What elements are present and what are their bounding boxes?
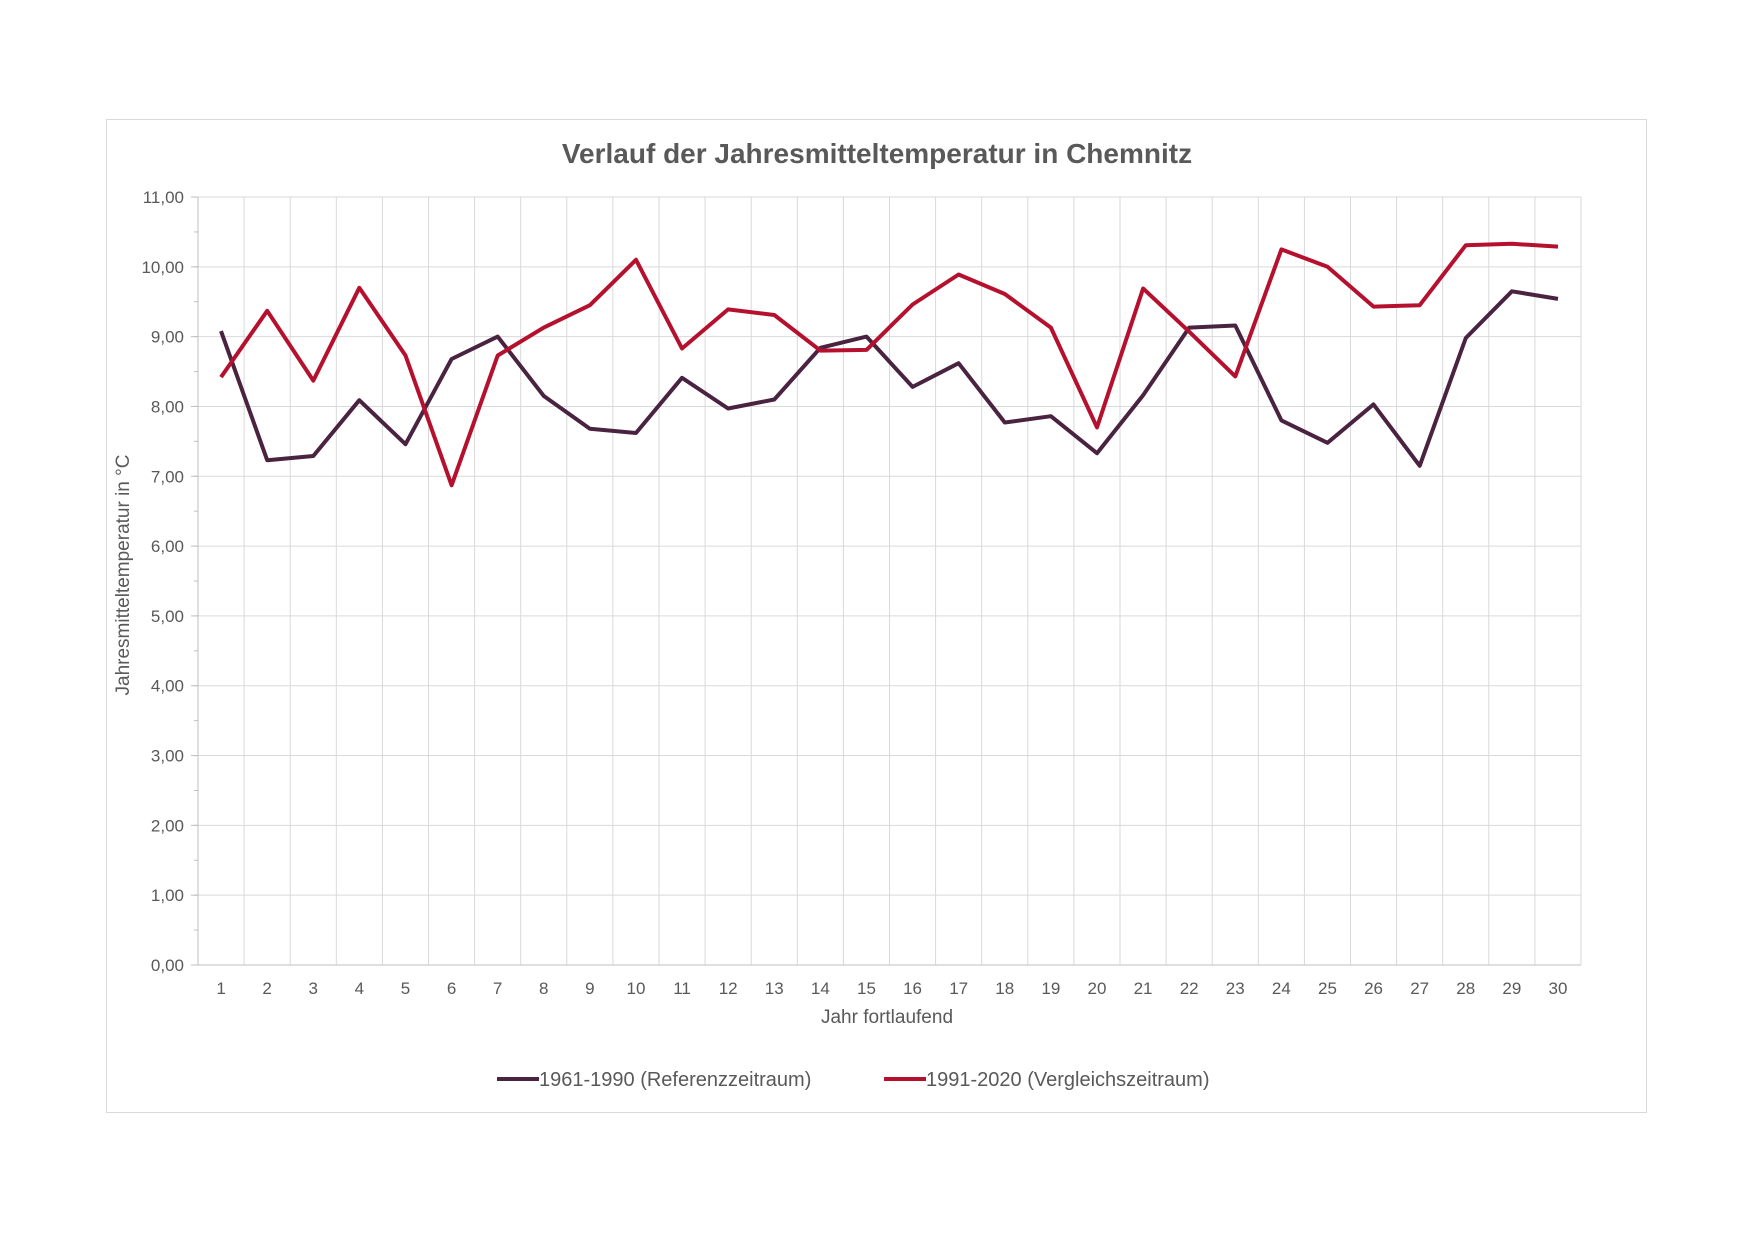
y-tick-label: 3,00 [151, 747, 184, 766]
y-tick-label: 7,00 [151, 467, 184, 486]
x-tick-label: 22 [1180, 979, 1199, 998]
x-tick-label: 20 [1087, 979, 1106, 998]
x-tick-label: 11 [673, 979, 691, 998]
legend-label: 1961-1990 (Referenzzeitraum) [539, 1069, 811, 1091]
legend: 1961-1990 (Referenzzeitraum) 1991-2020 (V… [497, 1069, 1210, 1091]
x-tick-label: 5 [401, 979, 410, 998]
series-lines [219, 241, 1559, 488]
y-tick-label: 11,00 [143, 188, 184, 207]
x-tick-label: 19 [1041, 979, 1060, 998]
x-tick-labels: 1 2 3 4 5 6 7 8 9 10 11 12 13 14 15 16 17 18 19 20 21 22 23 24 2… [216, 979, 1567, 998]
x-tick-label: 7 [493, 979, 502, 998]
x-tick-label: 14 [811, 979, 830, 998]
x-tick-label: 16 [903, 979, 922, 998]
y-tick-labels: 0,00 1,00 2,00 3,00 4,00 5,00 6,00 7,00 8,00 9,00… [141, 188, 184, 975]
y-tick-label: 2,00 [151, 816, 184, 835]
y-tick-label: 4,00 [151, 677, 184, 696]
y-tick-label: 9,00 [151, 328, 184, 347]
x-tick-label: 25 [1318, 979, 1337, 998]
x-tick-label: 29 [1502, 979, 1521, 998]
chart-frame: Verlauf der Jahresmitteltemperatur in Ch… [106, 119, 1647, 1113]
x-tick-label: 24 [1272, 979, 1291, 998]
x-tick-label: 21 [1134, 979, 1153, 998]
x-tick-label: 28 [1456, 979, 1475, 998]
x-tick-label: 10 [626, 979, 645, 998]
x-tick-label: 15 [857, 979, 876, 998]
x-tick-label: 6 [447, 979, 456, 998]
x-tick-label: 26 [1364, 979, 1383, 998]
x-tick-label: 30 [1548, 979, 1567, 998]
line-chart: Verlauf der Jahresmitteltemperatur in Ch… [113, 138, 1582, 1091]
x-tick-label: 4 [355, 979, 364, 998]
y-tick-label: 1,00 [151, 886, 184, 905]
y-tick-label: 6,00 [151, 537, 184, 556]
series-line-2 [219, 241, 1559, 488]
x-tick-label: 1 [216, 979, 225, 998]
x-tick-label: 18 [995, 979, 1014, 998]
legend-label: 1991-2020 (Vergleichszeitraum) [926, 1069, 1210, 1091]
y-tick-label: 10,00 [141, 258, 184, 277]
x-tick-label: 17 [949, 979, 968, 998]
x-tick-label: 3 [309, 979, 318, 998]
chart-title: Verlauf der Jahresmitteltemperatur in Ch… [562, 138, 1192, 169]
grid-lines [198, 196, 1582, 965]
x-tick-label: 12 [719, 979, 738, 998]
axes [191, 196, 1581, 966]
x-tick-label: 9 [585, 979, 594, 998]
y-tick-label: 8,00 [151, 397, 184, 416]
y-tick-label: 5,00 [151, 607, 184, 626]
x-tick-label: 13 [765, 979, 784, 998]
x-tick-label: 23 [1226, 979, 1245, 998]
y-tick-label: 0,00 [151, 956, 184, 975]
series-line-1 [219, 289, 1559, 468]
x-tick-label: 8 [539, 979, 548, 998]
x-axis-label: Jahr fortlaufend [821, 1007, 953, 1028]
y-axis-label: Jahresmitteltemperatur in °C [113, 455, 134, 696]
x-tick-label: 2 [262, 979, 271, 998]
x-tick-label: 27 [1410, 979, 1429, 998]
